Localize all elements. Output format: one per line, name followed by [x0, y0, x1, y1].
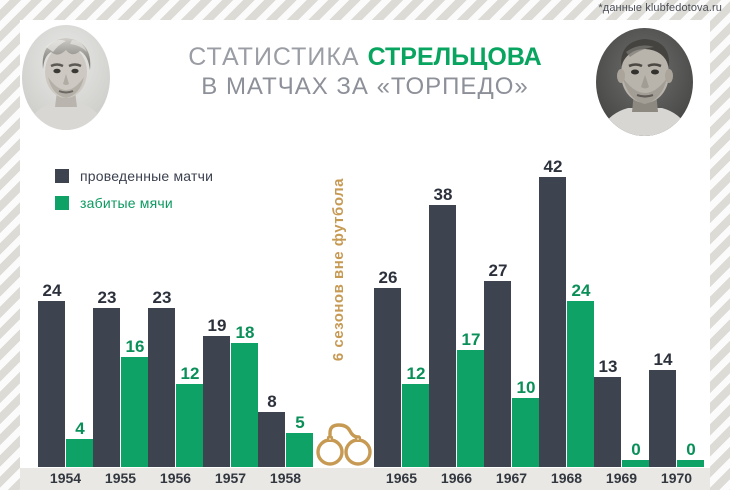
portrait-streltsov-older: [596, 28, 693, 136]
bar-goals-1969: 0: [622, 441, 649, 467]
legend-swatch-matches: [55, 169, 69, 183]
x-axis-label-1967: 1967: [495, 470, 528, 486]
bar-value-label: 0: [686, 440, 696, 459]
legend-label-matches: проведенные матчи: [80, 168, 214, 184]
x-axis-label-1956: 1956: [159, 470, 192, 486]
bar-value-label: 8: [267, 391, 277, 411]
bar-value-label: 42: [543, 157, 563, 177]
bar-matches-1968: 42: [539, 158, 566, 467]
bar-value-label: 0: [631, 440, 641, 459]
bar-matches-1965: 26: [374, 268, 401, 467]
legend-item-matches: проведенные матчи: [55, 168, 213, 184]
bar-value-label: 17: [461, 329, 481, 349]
x-axis-band: [20, 468, 710, 490]
bar-value-label: 14: [653, 350, 673, 370]
bar-matches-1966: 38: [429, 185, 456, 467]
bar-goals-1958: 5: [286, 413, 313, 467]
x-axis-label-1966: 1966: [440, 470, 473, 486]
bar-value-label: 4: [75, 419, 85, 439]
bar-value-label: 23: [152, 288, 172, 308]
legend-item-goals: забитые мячи: [55, 195, 213, 211]
bar-matches-1955: 23: [93, 289, 120, 467]
handcuffs-icon: [314, 418, 374, 470]
bar-value-label: 24: [42, 281, 62, 301]
source-credit: *данные klubfedotova.ru: [598, 2, 722, 14]
bar-value-label: 27: [488, 260, 508, 280]
bar-value-label: 19: [207, 315, 227, 335]
bar-matches-1969: 13: [594, 358, 621, 467]
bar-matches-1954: 24: [38, 282, 65, 467]
bar-goals-1954: 4: [66, 420, 93, 467]
bar-goals-1970: 0: [677, 441, 704, 467]
gap-annotation-text: 6 сезонов вне футбола: [330, 178, 347, 362]
bar-goals-1967: 10: [512, 379, 539, 467]
bar-goals-1965: 12: [402, 365, 429, 467]
bar-value-label: 18: [235, 322, 255, 342]
bar-value-label: 23: [97, 288, 117, 308]
bar-matches-1958: 8: [258, 392, 285, 467]
bar-value-label: 38: [433, 184, 453, 204]
bar-value-label: 26: [378, 267, 398, 287]
bar-goals-1955: 16: [121, 337, 148, 467]
bar-goals-1966: 17: [457, 330, 484, 467]
x-axis-label-1955: 1955: [104, 470, 137, 486]
x-axis-label-1965: 1965: [385, 470, 418, 486]
bar-value-label: 16: [125, 336, 145, 356]
bar-value-label: 10: [516, 378, 536, 397]
x-axis-label-1957: 1957: [214, 470, 247, 486]
x-axis-label-1954: 1954: [49, 470, 82, 486]
chart-legend: проведенные матчи забитые мячи: [55, 168, 213, 222]
header-band-main: [20, 38, 710, 138]
x-axis-label-1970: 1970: [660, 470, 693, 486]
portrait-streltsov-young: [22, 25, 110, 130]
bar-value-label: 12: [180, 364, 200, 384]
bar-matches-1956: 23: [148, 289, 175, 467]
bar-goals-1956: 12: [176, 365, 203, 467]
x-axis-label-1969: 1969: [605, 470, 638, 486]
bar-matches-1957: 19: [203, 316, 230, 467]
bar-matches-1967: 27: [484, 261, 511, 467]
x-axis-label-1958: 1958: [269, 470, 302, 486]
bar-value-label: 24: [571, 281, 591, 301]
x-axis-label-1968: 1968: [550, 470, 583, 486]
bar-value-label: 5: [295, 412, 305, 432]
bar-goals-1957: 18: [231, 323, 258, 467]
bar-value-label: 12: [406, 364, 426, 384]
legend-swatch-goals: [55, 196, 69, 210]
header-band-top: [20, 20, 710, 38]
legend-label-goals: забитые мячи: [80, 195, 173, 211]
bar-matches-1970: 14: [649, 351, 676, 467]
bar-value-label: 13: [598, 357, 618, 377]
bar-goals-1968: 24: [567, 282, 594, 467]
